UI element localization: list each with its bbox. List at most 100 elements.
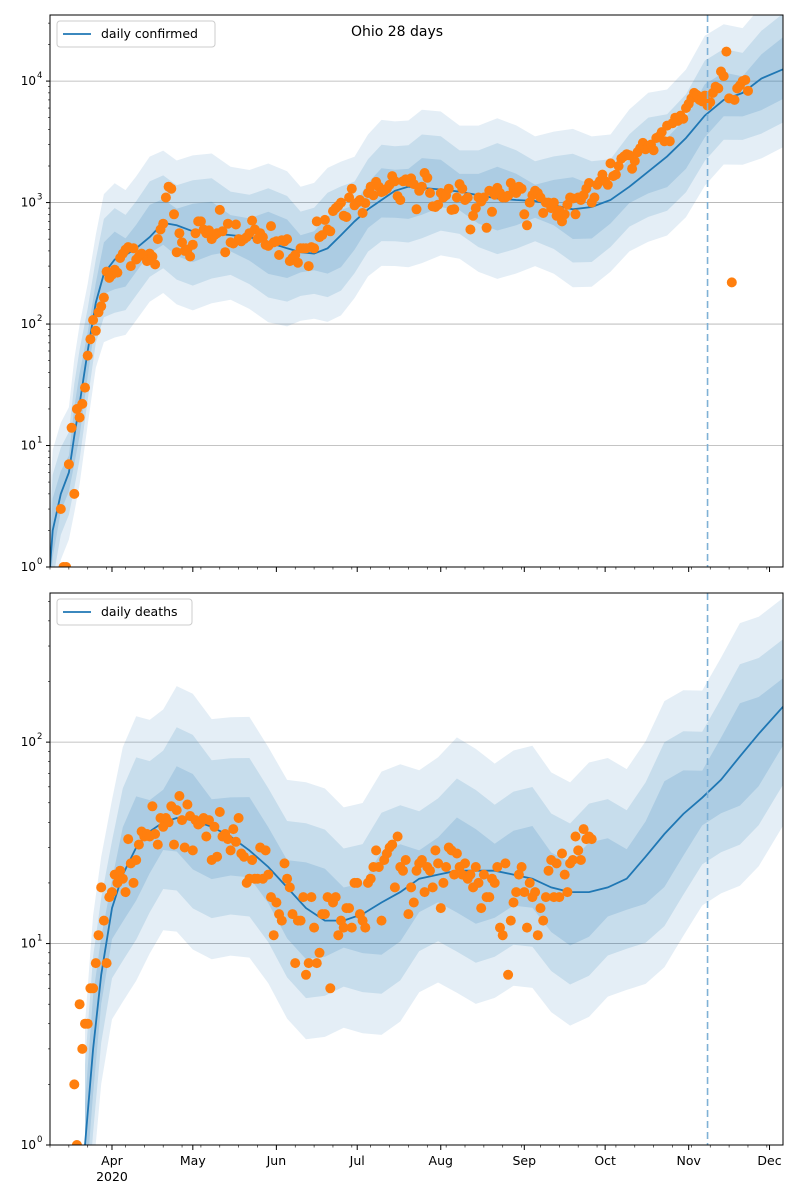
observation-point: [214, 807, 225, 817]
observation-point: [559, 209, 570, 220]
observation-point: [500, 858, 511, 869]
observation-point: [77, 1043, 88, 1054]
observation-point: [508, 897, 519, 908]
x-tick-label: Apr: [101, 1153, 123, 1168]
observation-point: [460, 858, 470, 869]
observation-point: [271, 897, 282, 908]
observation-point: [346, 183, 357, 194]
observation-point: [88, 983, 99, 994]
observation-point: [605, 158, 616, 169]
observation-point: [478, 869, 489, 880]
observation-point: [705, 97, 716, 108]
observation-point: [128, 243, 139, 254]
observation-point: [610, 169, 621, 180]
observation-point: [465, 224, 476, 235]
observation-point: [341, 212, 352, 222]
observation-point: [387, 839, 398, 850]
observation-point: [150, 259, 161, 270]
observation-point: [548, 197, 559, 208]
observation-point: [360, 198, 371, 209]
observation-point: [90, 325, 101, 336]
observation-point: [222, 834, 233, 845]
observation-point: [664, 136, 675, 147]
observation-point: [90, 958, 101, 969]
observation-point: [247, 855, 258, 865]
observation-point: [212, 851, 223, 862]
observation-point: [98, 292, 109, 303]
observation-point: [128, 877, 139, 888]
x-tick-label: Aug: [429, 1153, 453, 1168]
confirmed-x-axis: [49, 567, 771, 572]
observation-point: [535, 903, 546, 914]
observation-point: [495, 922, 505, 933]
observation-point: [578, 824, 589, 835]
observation-point: [551, 858, 562, 869]
observation-point: [365, 873, 376, 884]
observation-point: [441, 862, 452, 872]
observation-point: [309, 243, 320, 254]
deaths-legend-label: daily deaths: [101, 604, 178, 619]
observation-point: [171, 805, 182, 816]
observation-point: [408, 179, 419, 190]
observation-point: [171, 247, 182, 258]
observation-point: [726, 277, 737, 288]
observation-point: [344, 903, 355, 914]
observation-point: [190, 228, 201, 239]
observation-point: [503, 969, 514, 980]
observation-point: [505, 915, 516, 926]
observation-point: [430, 845, 441, 856]
observation-point: [282, 234, 293, 245]
observation-point: [174, 791, 185, 801]
observation-point: [743, 85, 753, 96]
observation-point: [74, 999, 85, 1010]
observation-point: [411, 204, 422, 215]
observation-point: [152, 234, 163, 245]
observation-point: [55, 504, 66, 514]
x-tick-label: Jun: [266, 1153, 287, 1168]
observation-point: [147, 251, 158, 262]
observation-point: [457, 183, 468, 194]
y-tick-label: 10: [21, 439, 36, 453]
observation-point: [217, 226, 228, 237]
observation-point: [301, 969, 311, 980]
observation-point: [263, 869, 274, 880]
observation-point: [532, 930, 543, 941]
observation-point: [163, 817, 174, 828]
observation-point: [586, 834, 597, 845]
observation-point: [538, 208, 549, 218]
observation-point: [220, 247, 231, 258]
y-tick-exponent: 2: [37, 314, 42, 324]
observation-point: [530, 887, 541, 898]
observation-point: [373, 862, 384, 872]
deaths-observations: [69, 791, 597, 1145]
observation-point: [346, 922, 357, 933]
observation-point: [451, 848, 462, 859]
confirmed-observations: [55, 46, 753, 567]
x-tick-label: Jul: [349, 1153, 365, 1168]
observation-point: [120, 887, 131, 898]
observation-point: [182, 799, 193, 810]
observation-point: [201, 831, 212, 842]
observation-point: [449, 204, 460, 215]
observation-point: [306, 892, 317, 903]
observation-point: [71, 1140, 82, 1145]
observation-point: [69, 488, 80, 499]
y-tick-exponent: 2: [37, 732, 42, 742]
uncertainty-band: [50, 15, 783, 567]
observation-point: [449, 869, 460, 880]
observation-point: [492, 862, 503, 872]
observation-point: [357, 208, 368, 218]
observation-point: [519, 887, 530, 898]
y-tick-label: 10: [21, 74, 36, 88]
observation-point: [150, 829, 161, 839]
observation-point: [538, 915, 549, 926]
confirmed-axes-frame: [49, 14, 784, 568]
observation-point: [222, 218, 233, 229]
observation-point: [629, 156, 640, 166]
observation-point: [133, 839, 144, 850]
observation-point: [290, 250, 301, 260]
observation-point: [107, 887, 117, 898]
